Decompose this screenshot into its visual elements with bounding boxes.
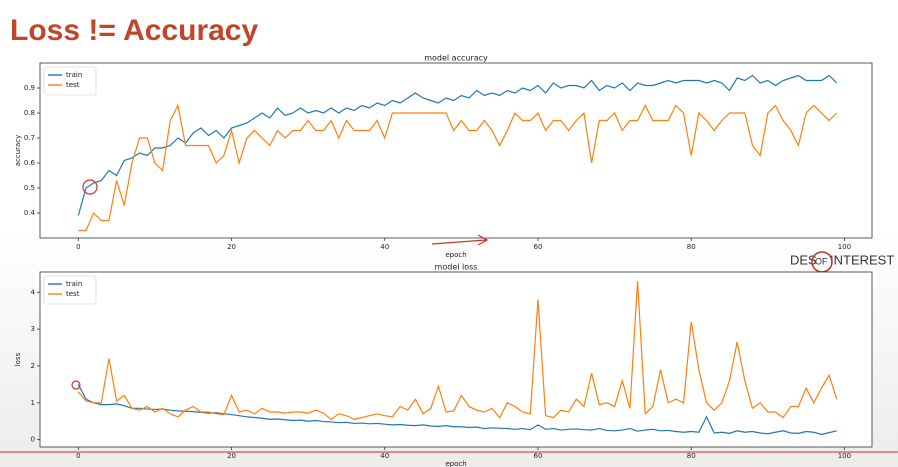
annotation-circle bbox=[82, 179, 98, 195]
slide-title: Loss != Accuracy bbox=[10, 14, 258, 47]
legend-box bbox=[43, 275, 97, 305]
legend-label: test bbox=[66, 81, 80, 89]
x-tick-label: 40 bbox=[380, 243, 389, 251]
x-axis-label: epoch bbox=[445, 460, 466, 467]
y-axis-label: accuracy bbox=[14, 135, 22, 167]
x-tick-label: 100 bbox=[838, 452, 851, 460]
series-line bbox=[78, 103, 838, 232]
logo-middle: OF bbox=[815, 256, 828, 266]
y-tick-label: 0.7 bbox=[24, 134, 35, 142]
chart-title: model accuracy bbox=[424, 54, 488, 63]
x-tick-label: 80 bbox=[687, 243, 696, 251]
annotation-circle bbox=[71, 380, 81, 390]
annotation-arrow bbox=[431, 234, 489, 246]
legend-label: train bbox=[66, 280, 82, 288]
x-tick-label: 60 bbox=[534, 243, 543, 251]
legend-label: train bbox=[66, 71, 82, 79]
x-tick-label: 100 bbox=[838, 243, 851, 251]
series-line bbox=[77, 281, 838, 421]
y-tick-label: 1 bbox=[31, 399, 35, 407]
x-tick-label: 80 bbox=[687, 452, 696, 460]
logo-right: INTEREST bbox=[830, 252, 894, 267]
y-tick-label: 4 bbox=[31, 288, 36, 296]
series-line bbox=[77, 384, 837, 436]
plot-area bbox=[39, 271, 873, 448]
plot-area bbox=[39, 62, 873, 239]
x-tick-label: 20 bbox=[227, 452, 236, 460]
y-tick-label: 0.4 bbox=[24, 209, 36, 217]
annotations bbox=[0, 179, 898, 453]
x-tick-label: 20 bbox=[227, 243, 236, 251]
x-tick-label: 40 bbox=[380, 452, 389, 460]
logo-left: DES bbox=[790, 252, 817, 267]
series-line bbox=[77, 74, 838, 216]
x-axis-label: epoch bbox=[445, 251, 466, 259]
legend-box bbox=[43, 66, 97, 96]
y-tick-label: 0.8 bbox=[24, 109, 35, 117]
y-tick-label: 2 bbox=[31, 362, 35, 370]
logo: DES OF INTEREST bbox=[790, 251, 894, 273]
y-tick-label: 0.6 bbox=[24, 159, 36, 167]
y-tick-label: 0 bbox=[31, 436, 35, 444]
x-tick-label: 60 bbox=[534, 452, 543, 460]
chart: model accuracy 0 20 40 60 80 100 0.4 0.5 0.6 0.7 0.… bbox=[14, 54, 873, 259]
y-tick-label: 0.5 bbox=[24, 184, 35, 192]
legend-label: test bbox=[66, 290, 80, 298]
y-axis-label: loss bbox=[14, 352, 22, 366]
chart-title: model loss bbox=[435, 263, 478, 272]
y-tick-label: 0.9 bbox=[24, 84, 35, 92]
y-tick-label: 3 bbox=[31, 325, 35, 333]
x-tick-label: 0 bbox=[76, 243, 80, 251]
chart: model loss 0 20 40 60 80 100 0 1 2 3 4 epoch loss trai… bbox=[14, 263, 873, 467]
x-tick-label: 0 bbox=[76, 452, 80, 460]
